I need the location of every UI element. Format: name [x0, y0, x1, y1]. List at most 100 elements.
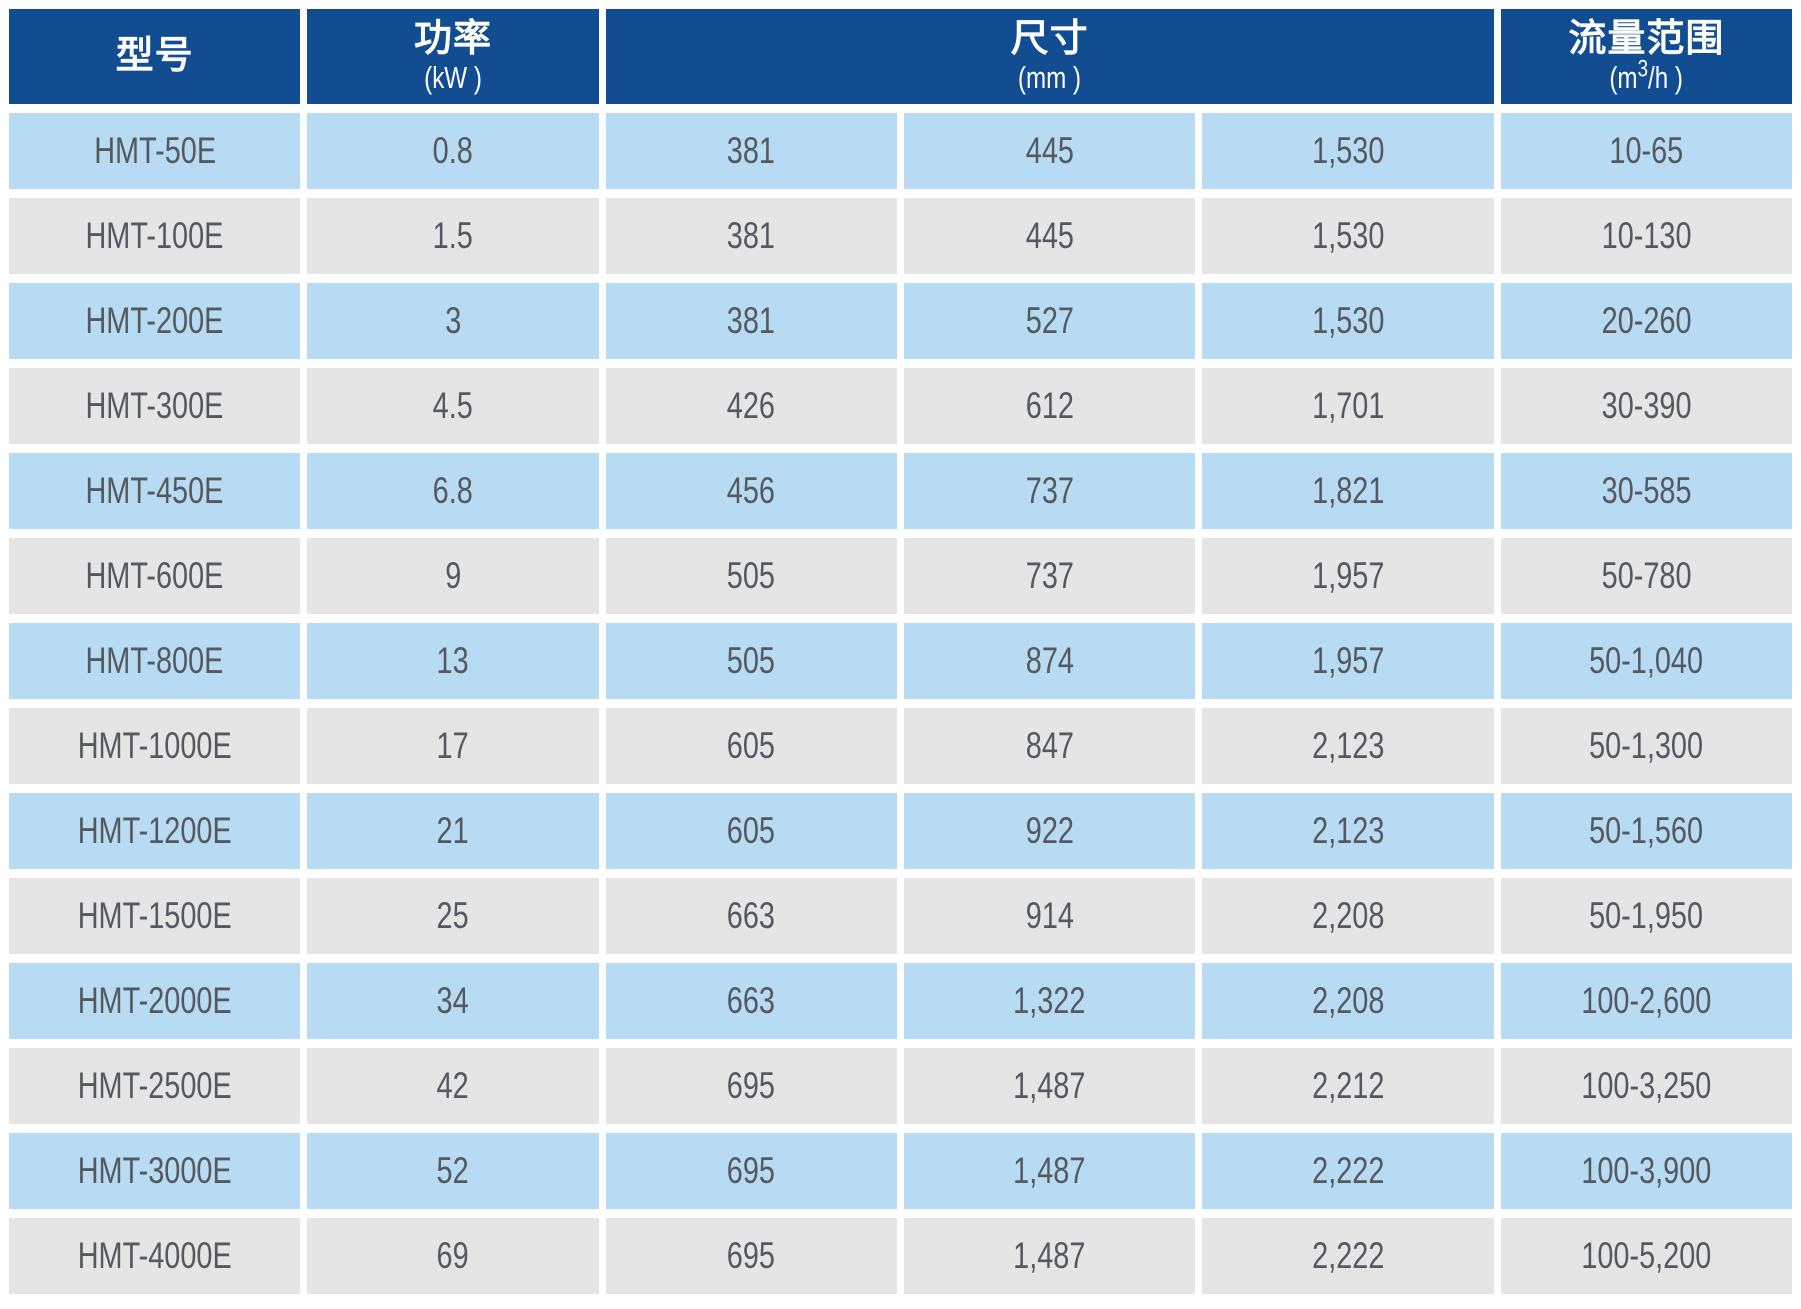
- model-cell: HMT-2500E: [9, 1048, 301, 1124]
- flow-cell: 100-2,600: [1500, 963, 1792, 1039]
- dim1-cell: 381: [605, 198, 897, 274]
- dim2-cell: 1,487: [903, 1133, 1196, 1209]
- power-cell: 34: [307, 963, 599, 1039]
- power-cell: 25: [307, 878, 599, 954]
- model-cell: HMT-2000E: [9, 963, 301, 1039]
- dim1-cell: 426: [605, 368, 897, 444]
- model-cell: HMT-100E: [9, 198, 301, 274]
- flow-cell: 10-130: [1500, 198, 1792, 274]
- power-cell: 17: [307, 708, 599, 784]
- dim1-cell: 381: [605, 283, 897, 359]
- table-row: HMT-2000E 34 663 1,322 2,208 100-2,600: [9, 963, 1792, 1039]
- power-cell: 69: [307, 1218, 599, 1294]
- model-cell: HMT-600E: [9, 538, 301, 614]
- dim3-cell: 2,222: [1202, 1133, 1494, 1209]
- dim2-cell: 445: [903, 113, 1196, 189]
- dim1-cell: 605: [605, 793, 897, 869]
- flow-cell: 20-260: [1500, 283, 1792, 359]
- dim3-cell: 2,212: [1202, 1048, 1494, 1124]
- flow-cell: 50-1,950: [1500, 878, 1792, 954]
- dim3-cell: 1,957: [1202, 538, 1494, 614]
- dim3-cell: 2,123: [1202, 708, 1494, 784]
- model-cell: HMT-1500E: [9, 878, 301, 954]
- header-model-label: 型号: [115, 34, 194, 77]
- dim1-cell: 505: [605, 623, 897, 699]
- dim2-cell: 922: [903, 793, 1196, 869]
- dim1-cell: 695: [605, 1218, 897, 1294]
- table-row: HMT-3000E 52 695 1,487 2,222 100-3,900: [9, 1133, 1792, 1209]
- table-row: HMT-450E 6.8 456 737 1,821 30-585: [9, 453, 1792, 529]
- model-cell: HMT-3000E: [9, 1133, 301, 1209]
- power-cell: 21: [307, 793, 599, 869]
- table-row: HMT-1000E 17 605 847 2,123 50-1,300: [9, 708, 1792, 784]
- dim2-cell: 737: [903, 538, 1196, 614]
- table-row: HMT-1200E 21 605 922 2,123 50-1,560: [9, 793, 1792, 869]
- dim3-cell: 2,208: [1202, 878, 1494, 954]
- table-row: HMT-200E 3 381 527 1,530 20-260: [9, 283, 1792, 359]
- dim3-cell: 1,530: [1202, 198, 1494, 274]
- power-cell: 0.8: [307, 113, 599, 189]
- model-cell: HMT-1000E: [9, 708, 301, 784]
- table-row: HMT-1500E 25 663 914 2,208 50-1,950: [9, 878, 1792, 954]
- model-cell: HMT-800E: [9, 623, 301, 699]
- flow-unit-superscript: 3: [1637, 55, 1649, 83]
- table-row: HMT-4000E 69 695 1,487 2,222 100-5,200: [9, 1218, 1792, 1294]
- dim1-cell: 456: [605, 453, 897, 529]
- flow-cell: 100-3,250: [1500, 1048, 1792, 1124]
- header-dimensions-unit: (mm ): [1018, 60, 1082, 96]
- power-cell: 3: [307, 283, 599, 359]
- flow-cell: 10-65: [1500, 113, 1792, 189]
- header-dimensions: 尺寸 (mm ): [605, 9, 1494, 104]
- dim2-cell: 1,322: [903, 963, 1196, 1039]
- dim3-cell: 1,530: [1202, 283, 1494, 359]
- dim3-cell: 1,957: [1202, 623, 1494, 699]
- table-row: HMT-100E 1.5 381 445 1,530 10-130: [9, 198, 1792, 274]
- power-cell: 52: [307, 1133, 599, 1209]
- model-cell: HMT-4000E: [9, 1218, 301, 1294]
- power-cell: 4.5: [307, 368, 599, 444]
- dim1-cell: 695: [605, 1133, 897, 1209]
- flow-cell: 100-5,200: [1500, 1218, 1792, 1294]
- dim3-cell: 1,530: [1202, 113, 1494, 189]
- flow-cell: 50-1,040: [1500, 623, 1792, 699]
- flow-cell: 50-780: [1500, 538, 1792, 614]
- dim1-cell: 695: [605, 1048, 897, 1124]
- table-row: HMT-800E 13 505 874 1,957 50-1,040: [9, 623, 1792, 699]
- model-cell: HMT-50E: [9, 113, 301, 189]
- flow-cell: 30-585: [1500, 453, 1792, 529]
- flow-cell: 50-1,300: [1500, 708, 1792, 784]
- table-row: HMT-600E 9 505 737 1,957 50-780: [9, 538, 1792, 614]
- flow-cell: 50-1,560: [1500, 793, 1792, 869]
- header-flow-label: 流量范围: [1568, 17, 1725, 60]
- header-flow: 流量范围 (m3/h ): [1500, 9, 1792, 104]
- header-row: 型号 功率 (kW ) 尺寸 (mm ) 流量范围 (m3/h ): [9, 9, 1792, 104]
- power-cell: 6.8: [307, 453, 599, 529]
- dim3-cell: 2,222: [1202, 1218, 1494, 1294]
- header-power-label: 功率: [413, 17, 492, 60]
- power-cell: 13: [307, 623, 599, 699]
- dim2-cell: 847: [903, 708, 1196, 784]
- dim1-cell: 605: [605, 708, 897, 784]
- table-row: HMT-50E 0.8 381 445 1,530 10-65: [9, 113, 1792, 189]
- model-cell: HMT-300E: [9, 368, 301, 444]
- dim2-cell: 737: [903, 453, 1196, 529]
- dim2-cell: 612: [903, 368, 1196, 444]
- flow-cell: 30-390: [1500, 368, 1792, 444]
- dim2-cell: 914: [903, 878, 1196, 954]
- header-power: 功率 (kW ): [307, 9, 599, 104]
- table-row: HMT-300E 4.5 426 612 1,701 30-390: [9, 368, 1792, 444]
- table-row: HMT-2500E 42 695 1,487 2,212 100-3,250: [9, 1048, 1792, 1124]
- dim3-cell: 1,701: [1202, 368, 1494, 444]
- dim1-cell: 381: [605, 113, 897, 189]
- dim3-cell: 2,123: [1202, 793, 1494, 869]
- header-model: 型号: [9, 9, 301, 104]
- model-cell: HMT-1200E: [9, 793, 301, 869]
- dim1-cell: 663: [605, 963, 897, 1039]
- model-cell: HMT-200E: [9, 283, 301, 359]
- power-cell: 1.5: [307, 198, 599, 274]
- flow-cell: 100-3,900: [1500, 1133, 1792, 1209]
- dim2-cell: 1,487: [903, 1218, 1196, 1294]
- dim3-cell: 2,208: [1202, 963, 1494, 1039]
- model-cell: HMT-450E: [9, 453, 301, 529]
